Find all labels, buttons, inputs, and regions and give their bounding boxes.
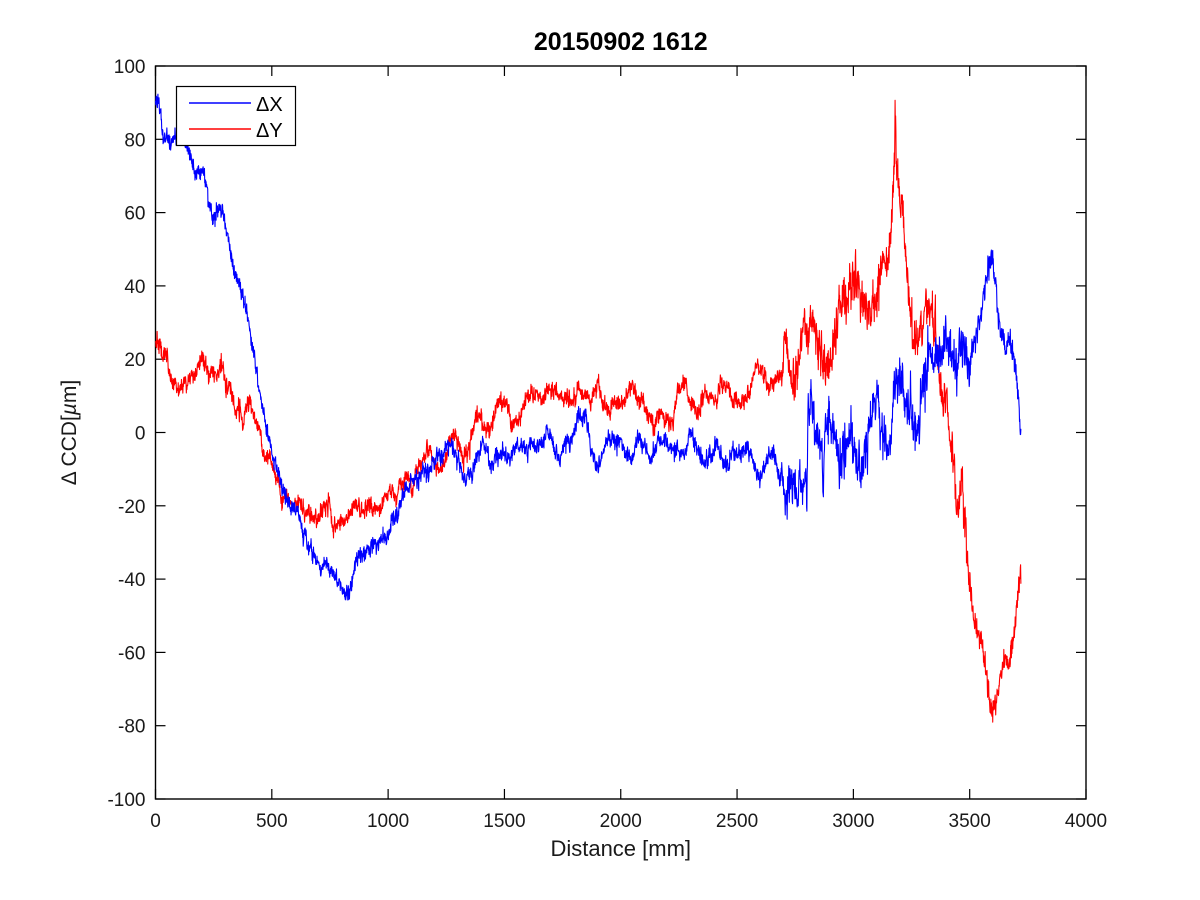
svg-text:3000: 3000 (832, 811, 874, 832)
svg-text:0: 0 (150, 811, 161, 832)
svg-text:60: 60 (124, 204, 145, 225)
svg-text:Distance [mm]: Distance [mm] (550, 836, 691, 861)
svg-text:2500: 2500 (716, 811, 758, 832)
svg-text:2000: 2000 (600, 811, 642, 832)
svg-text:4000: 4000 (1065, 811, 1107, 832)
svg-text:-100: -100 (107, 790, 145, 811)
svg-text:-60: -60 (118, 643, 145, 664)
svg-text:20150902 1612: 20150902 1612 (534, 28, 708, 56)
svg-text:-80: -80 (118, 717, 145, 738)
svg-text:80: 80 (124, 130, 145, 151)
svg-text:40: 40 (124, 277, 145, 298)
svg-text:ΔX: ΔX (256, 94, 283, 116)
svg-text:20: 20 (124, 350, 145, 371)
svg-text:-20: -20 (118, 497, 145, 518)
svg-text:ΔY: ΔY (256, 120, 283, 142)
svg-text:1000: 1000 (367, 811, 409, 832)
svg-text:1500: 1500 (483, 811, 525, 832)
svg-text:0: 0 (135, 424, 146, 445)
svg-text:-40: -40 (118, 570, 145, 591)
svg-text:100: 100 (114, 57, 146, 78)
svg-text:Δ CCD[µm]: Δ CCD[µm] (58, 380, 81, 485)
svg-text:3500: 3500 (949, 811, 991, 832)
svg-text:500: 500 (256, 811, 288, 832)
